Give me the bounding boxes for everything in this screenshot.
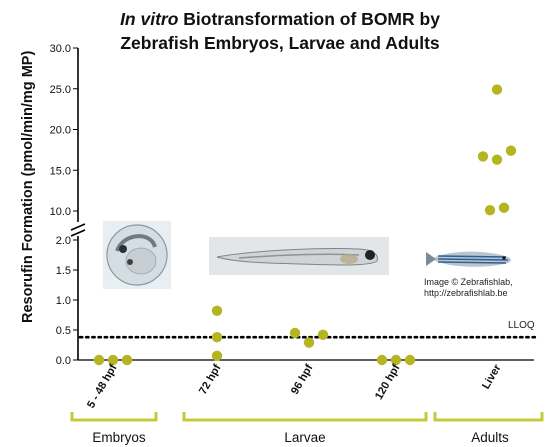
data-point xyxy=(491,84,503,95)
data-point xyxy=(303,337,315,348)
data-point xyxy=(121,354,133,366)
data-point xyxy=(211,332,223,343)
chart-title-line1: In vitro Biotransformation of BOMR by xyxy=(40,8,520,30)
y-tick-label-lower-2: 1.0 xyxy=(56,295,71,307)
group-label: Adults xyxy=(471,430,509,445)
image-credit: Image © Zebrafishlab, http://zebrafishla… xyxy=(424,277,513,299)
data-point xyxy=(93,354,105,366)
group-bracket xyxy=(433,412,544,422)
image-credit-line2: http://zebrafishlab.be xyxy=(424,288,508,298)
y-tick-label-upper-1: 15.0 xyxy=(50,165,71,177)
data-point xyxy=(317,329,329,340)
data-point xyxy=(376,354,388,366)
group-label: Embryos xyxy=(92,430,146,445)
y-tick-label-lower-4: 2.0 xyxy=(56,235,71,247)
x-tick-label: 96 hpf xyxy=(289,362,316,396)
image-credit-line1: Image © Zebrafishlab, xyxy=(424,277,513,287)
data-point xyxy=(484,204,496,216)
data-point xyxy=(404,354,416,366)
axis-break-mark xyxy=(70,223,86,237)
y-tick-label-lower-1: 0.5 xyxy=(56,325,71,337)
x-tick-label: 5 - 48 hpf xyxy=(85,362,120,410)
lloq-label: LLOQ xyxy=(508,320,535,331)
data-point xyxy=(505,145,517,156)
larva-image xyxy=(209,237,389,275)
x-tick-label: 120 hpf xyxy=(373,362,403,402)
data-point xyxy=(491,154,503,165)
y-tick-label-upper-0: 10.0 xyxy=(50,206,71,218)
title-rest: Biotransformation of BOMR by xyxy=(178,9,440,29)
title-italic: In vitro xyxy=(120,9,179,29)
data-point xyxy=(107,354,119,366)
data-point xyxy=(211,305,223,316)
y-tick-label-upper-4: 30.0 xyxy=(50,43,71,55)
data-point xyxy=(390,354,402,366)
embryo-image xyxy=(103,221,171,289)
chart-title-line2: Zebrafish Embryos, Larvae and Adults xyxy=(120,33,440,53)
x-tick-label: Liver xyxy=(480,362,504,391)
y-tick-label-upper-2: 20.0 xyxy=(50,125,71,137)
group-bracket xyxy=(182,412,428,422)
data-point xyxy=(211,350,223,361)
group-label: Larvae xyxy=(284,430,325,445)
y-tick-label-lower-3: 1.5 xyxy=(56,265,71,277)
y-tick-label-upper-3: 25.0 xyxy=(50,84,71,96)
y-tick-label-lower-0: 0.0 xyxy=(56,355,71,367)
x-tick-label: 72 hpf xyxy=(197,362,224,396)
data-point xyxy=(477,151,489,162)
group-bracket xyxy=(70,412,158,422)
data-point xyxy=(498,202,510,213)
adult-fish-image xyxy=(426,245,517,273)
data-point xyxy=(289,327,301,339)
